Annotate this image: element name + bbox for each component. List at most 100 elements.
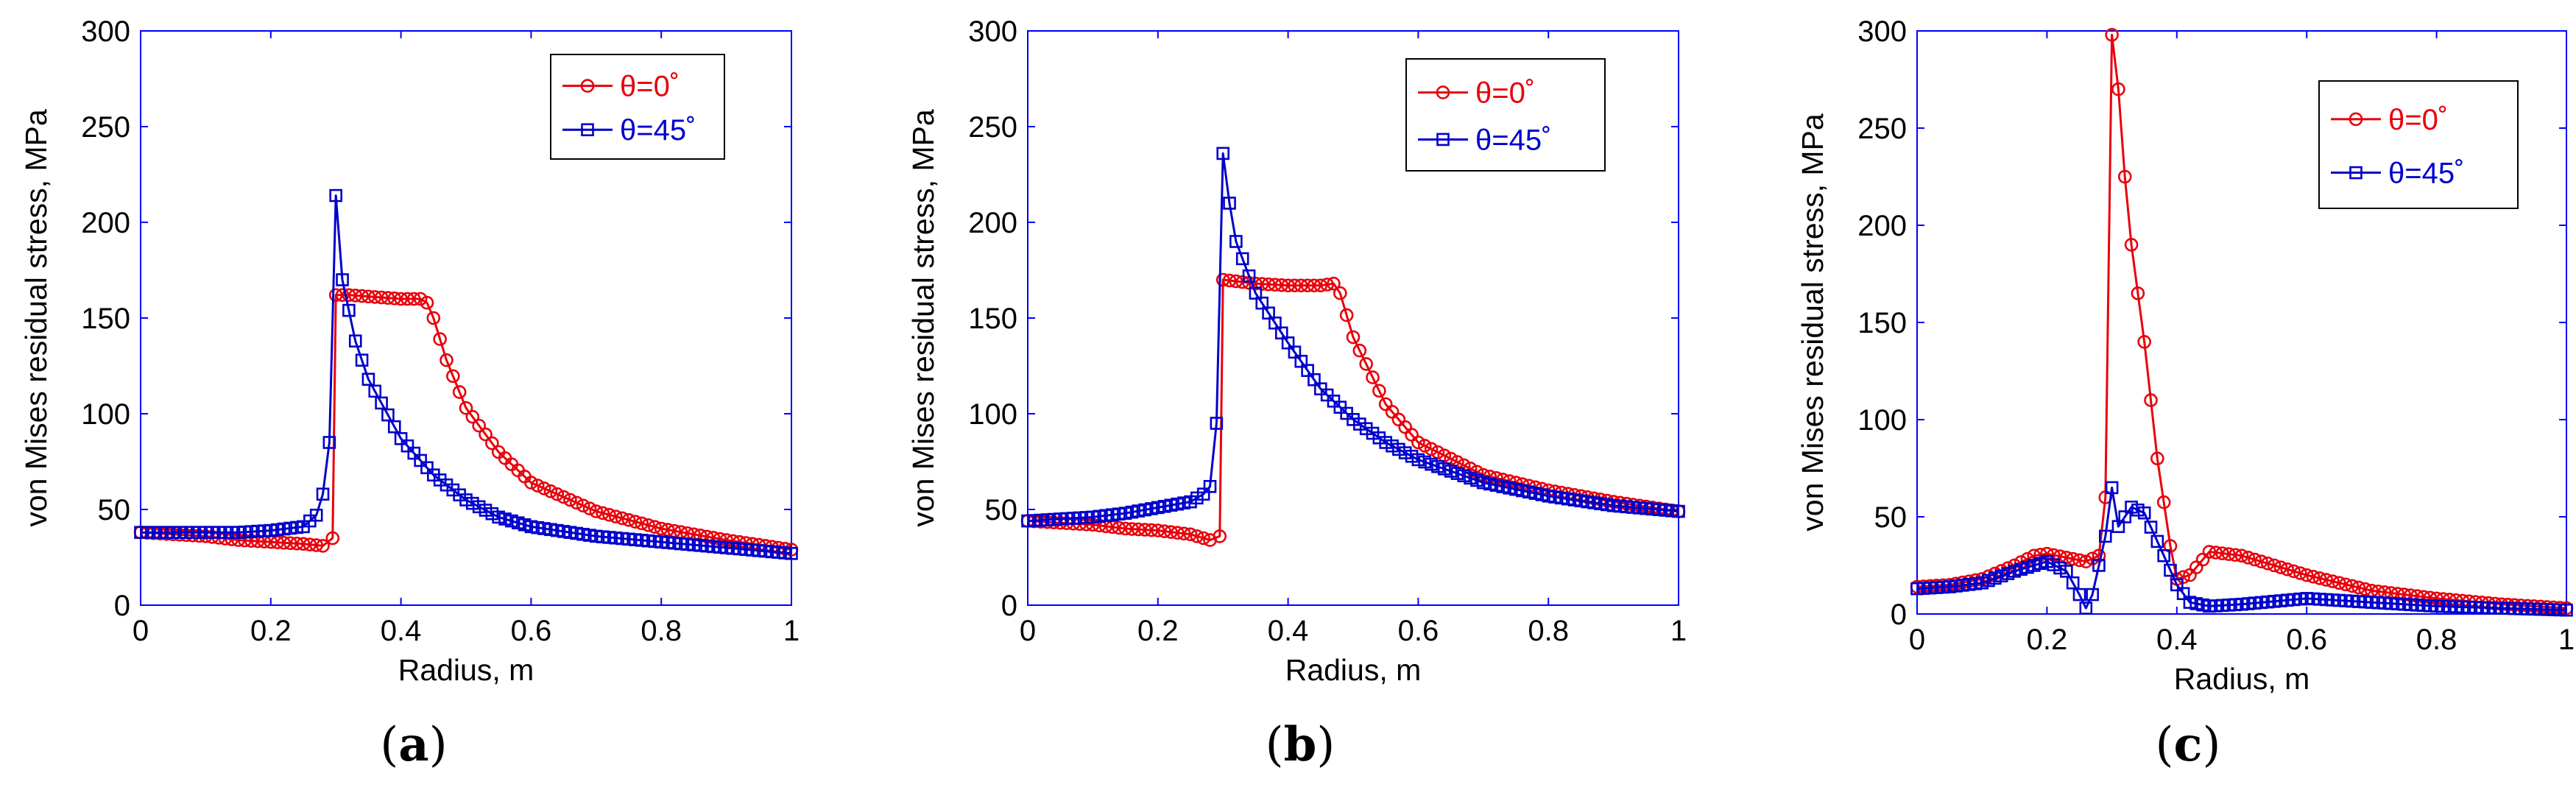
data-point-theta-0 (726, 534, 740, 548)
data-point-theta-0 (596, 506, 610, 520)
data-point-theta-45 (1106, 508, 1119, 522)
data-point-theta-45 (1079, 511, 1093, 524)
data-point-theta-45 (726, 541, 740, 555)
legend-marker (581, 123, 594, 137)
data-point-theta-45 (2040, 554, 2054, 568)
data-point-theta-0 (2267, 558, 2282, 573)
data-point-theta-0 (1196, 531, 1210, 546)
data-point-theta-45 (270, 523, 284, 537)
data-point-theta-45 (2553, 603, 2566, 617)
data-point-theta-0 (2345, 579, 2360, 593)
data-point-theta-45 (153, 526, 167, 540)
data-point-theta-0 (446, 369, 460, 384)
x-axis-title: Radius, m (398, 653, 534, 687)
data-point-theta-45 (1028, 514, 1041, 527)
data-point-theta-45 (2390, 597, 2404, 611)
data-point-theta-45 (1171, 497, 1185, 511)
data-point-theta-0 (2260, 557, 2275, 571)
data-point-theta-45 (2235, 597, 2248, 611)
data-point-theta-45 (1457, 469, 1471, 483)
data-point-theta-45 (1626, 501, 1640, 514)
data-point-theta-45 (2443, 600, 2457, 613)
data-point-theta-45 (387, 420, 401, 434)
data-point-theta-0 (459, 400, 473, 415)
data-point-theta-0 (1131, 522, 1146, 537)
data-point-theta-0 (1281, 278, 1295, 293)
data-point-theta-45 (375, 396, 388, 410)
data-point-theta-0 (1424, 442, 1439, 456)
data-point-theta-45 (199, 526, 213, 540)
data-point-theta-0 (1190, 529, 1204, 543)
data-point-theta-45 (192, 526, 206, 540)
data-point-theta-45 (290, 520, 303, 534)
data-point-theta-45 (1040, 513, 1054, 526)
data-point-theta-45 (1288, 345, 1302, 359)
data-point-theta-0 (2144, 393, 2158, 407)
data-point-theta-45 (758, 544, 772, 558)
legend-box (2318, 80, 2519, 209)
data-point-theta-0 (615, 511, 629, 526)
data-point-theta-0 (1268, 278, 1282, 292)
data-point-theta-45 (2261, 595, 2275, 609)
data-point-theta-0 (713, 532, 727, 546)
y-tick-label: 100 (1857, 404, 1907, 437)
data-point-theta-0 (1118, 521, 1132, 536)
data-point-theta-0 (609, 509, 623, 523)
data-point-theta-0 (2202, 545, 2217, 559)
data-point-theta-45 (2429, 599, 2443, 613)
data-point-theta-0 (2027, 548, 2042, 563)
y-tick-label: 50 (98, 494, 131, 526)
data-point-theta-0 (1157, 524, 1171, 538)
data-point-theta-45 (1060, 512, 1073, 526)
data-point-theta-0 (1333, 286, 1347, 300)
data-point-theta-45 (1054, 512, 1067, 526)
data-point-theta-45 (602, 531, 616, 544)
data-point-theta-45 (765, 545, 779, 559)
legend-label: θ=0˚ (2388, 104, 2448, 136)
chart-panel-a: 0 0.2 0.4 0.6 0.8 1 0 50 100 150 200 250 300 Radius, … (19, 15, 800, 687)
data-point-theta-45 (622, 532, 635, 546)
data-point-theta-45 (1496, 480, 1510, 493)
x-tick-label: 0.4 (381, 615, 422, 647)
data-point-theta-45 (635, 534, 649, 547)
data-point-theta-45 (498, 512, 512, 526)
data-point-theta-45 (1379, 436, 1392, 449)
data-point-theta-0 (2131, 286, 2145, 300)
data-point-theta-45 (1659, 504, 1673, 517)
data-point-theta-0 (1430, 445, 1445, 459)
data-point-theta-0 (2040, 546, 2054, 561)
data-point-theta-45 (1555, 491, 1568, 505)
data-point-theta-45 (414, 454, 427, 467)
data-point-theta-45 (2196, 598, 2209, 612)
x-tick-label: 0.4 (1268, 615, 1309, 647)
data-point-theta-45 (1450, 467, 1464, 480)
data-point-theta-45 (2001, 567, 2015, 580)
data-point-theta-0 (1339, 308, 1354, 322)
data-point-theta-45 (2047, 558, 2061, 571)
data-point-theta-45 (2189, 597, 2203, 610)
data-point-theta-45 (1561, 492, 1575, 506)
data-point-theta-0 (2234, 548, 2249, 563)
data-point-theta-45 (466, 496, 479, 510)
legend-label: θ=45˚ (620, 114, 696, 147)
data-point-theta-45 (1645, 502, 1659, 516)
data-point-theta-45 (1975, 576, 1989, 590)
data-point-theta-0 (1215, 272, 1230, 287)
data-point-theta-45 (1548, 490, 1562, 504)
data-point-theta-0 (316, 539, 330, 553)
x-axis-title: Radius, m (1285, 653, 1422, 687)
data-point-theta-45 (2183, 596, 2197, 609)
data-point-theta-45 (2449, 600, 2463, 614)
data-point-theta-45 (141, 526, 154, 540)
y-tick-label: 200 (81, 207, 130, 239)
data-point-theta-45 (1594, 497, 1607, 511)
data-point-theta-45 (1099, 509, 1112, 523)
data-point-theta-0 (543, 484, 558, 498)
data-point-theta-0 (621, 512, 636, 527)
data-point-theta-45 (258, 524, 271, 537)
data-point-theta-45 (2137, 506, 2151, 520)
data-point-theta-45 (1132, 504, 1146, 518)
data-point-theta-45 (1210, 417, 1224, 430)
data-point-theta-45 (2268, 595, 2281, 608)
